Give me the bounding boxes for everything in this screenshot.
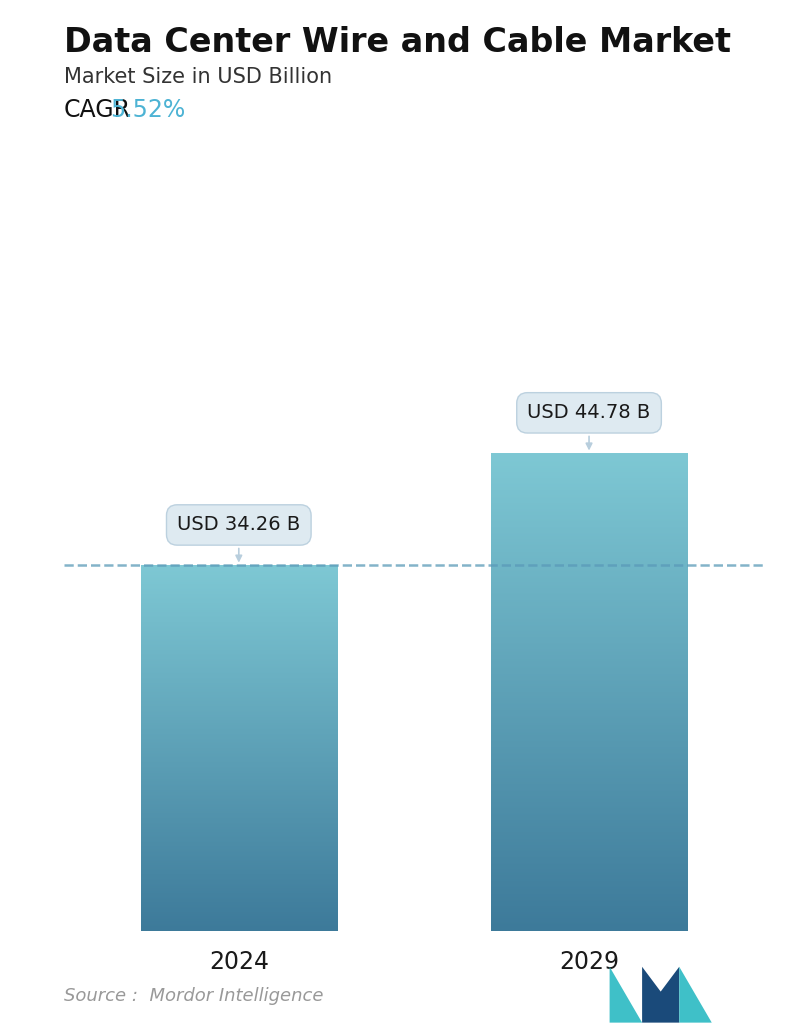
Text: USD 44.78 B: USD 44.78 B — [528, 403, 650, 449]
Text: CAGR: CAGR — [64, 98, 131, 122]
Text: 5.52%: 5.52% — [110, 98, 185, 122]
Polygon shape — [679, 967, 712, 1023]
Text: Source :  Mordor Intelligence: Source : Mordor Intelligence — [64, 987, 323, 1005]
Text: Data Center Wire and Cable Market: Data Center Wire and Cable Market — [64, 26, 731, 59]
Text: Market Size in USD Billion: Market Size in USD Billion — [64, 67, 332, 87]
Polygon shape — [642, 967, 679, 1023]
Text: USD 34.26 B: USD 34.26 B — [178, 516, 300, 560]
Polygon shape — [610, 967, 642, 1023]
